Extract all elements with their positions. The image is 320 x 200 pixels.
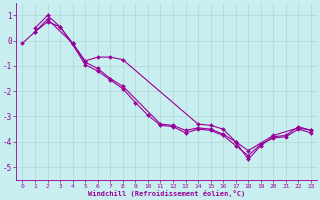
X-axis label: Windchill (Refroidissement éolien,°C): Windchill (Refroidissement éolien,°C) bbox=[88, 190, 245, 197]
